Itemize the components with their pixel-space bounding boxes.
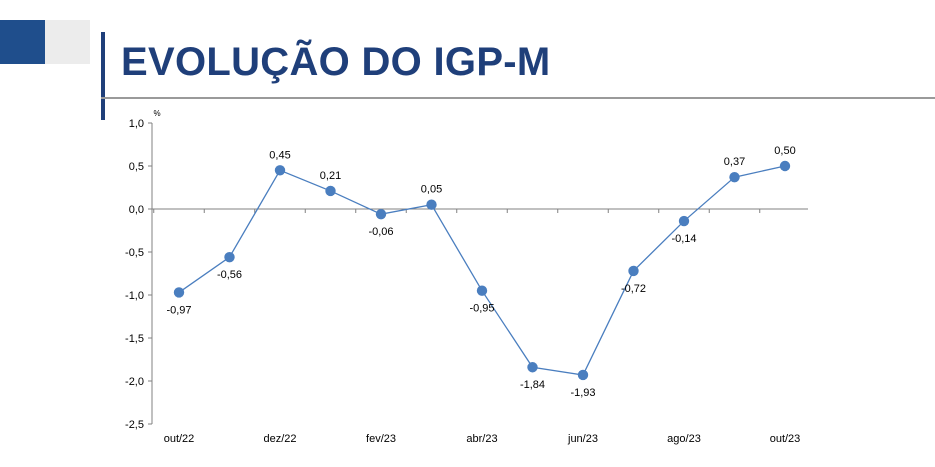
data-label: -1,93 [570, 387, 595, 399]
data-point [476, 285, 488, 296]
y-tick-label: -0,5 [125, 247, 144, 259]
data-point [527, 362, 538, 373]
data-point [779, 160, 791, 172]
data-labels: -0,97 -0,56 0,45 0,21 -0,06 0,05 -0,95 -1,84 -1,… [166, 145, 795, 399]
y-tick-label: -1,0 [125, 290, 144, 302]
title-divider [101, 97, 935, 99]
corner-light-block [45, 20, 90, 64]
x-tick-label: jun/23 [567, 433, 598, 445]
data-label: -0,06 [368, 226, 393, 238]
data-point [274, 165, 286, 176]
data-label: 0,21 [320, 170, 341, 182]
data-label: -0,72 [621, 283, 646, 295]
y-tick-label: 1,0 [129, 118, 144, 130]
data-label: -0,95 [469, 303, 494, 315]
title-accent-bar [101, 32, 105, 120]
data-point [729, 171, 740, 183]
data-point [325, 185, 336, 197]
data-point [678, 215, 690, 227]
x-tick-label: out/23 [770, 433, 801, 445]
x-tick-label: fev/23 [366, 433, 396, 445]
series-line [178, 165, 786, 376]
x-tick-label: ago/23 [667, 433, 701, 445]
data-label: 0,37 [724, 156, 745, 168]
series-igpm [173, 160, 791, 381]
data-label: 0,45 [269, 149, 290, 161]
data-label: 0,05 [421, 184, 442, 196]
data-label: 0,50 [774, 145, 795, 157]
data-label: -0,56 [217, 269, 242, 281]
data-point [426, 199, 437, 210]
axes: 1,0 0,5 0,0 -0,5 -1,0 -1,5 -2,0 -2,5% out/22 dez/… [125, 109, 808, 445]
data-label: -0,97 [166, 304, 191, 316]
y-tick-label: -2,0 [125, 376, 144, 388]
data-label: -0,14 [671, 233, 696, 245]
y-tick-label: 0,5 [129, 161, 144, 173]
data-point [224, 251, 235, 263]
page-title: EVOLUÇÃO DO IGP-M [121, 40, 551, 84]
y-unit-label: % [153, 109, 160, 118]
y-tick-label: 0,0 [129, 204, 144, 216]
corner-accent-block [0, 20, 45, 64]
x-tick-label: dez/22 [263, 433, 296, 445]
x-tick-label: out/22 [164, 433, 195, 445]
data-point [577, 369, 589, 381]
y-tick-label: -2,5 [125, 419, 144, 431]
data-point [628, 265, 639, 277]
data-point [173, 287, 185, 298]
data-label: -1,84 [520, 379, 545, 391]
x-tick-label: abr/23 [466, 433, 497, 445]
y-tick-label: -1,5 [125, 333, 144, 345]
data-point [375, 208, 387, 220]
